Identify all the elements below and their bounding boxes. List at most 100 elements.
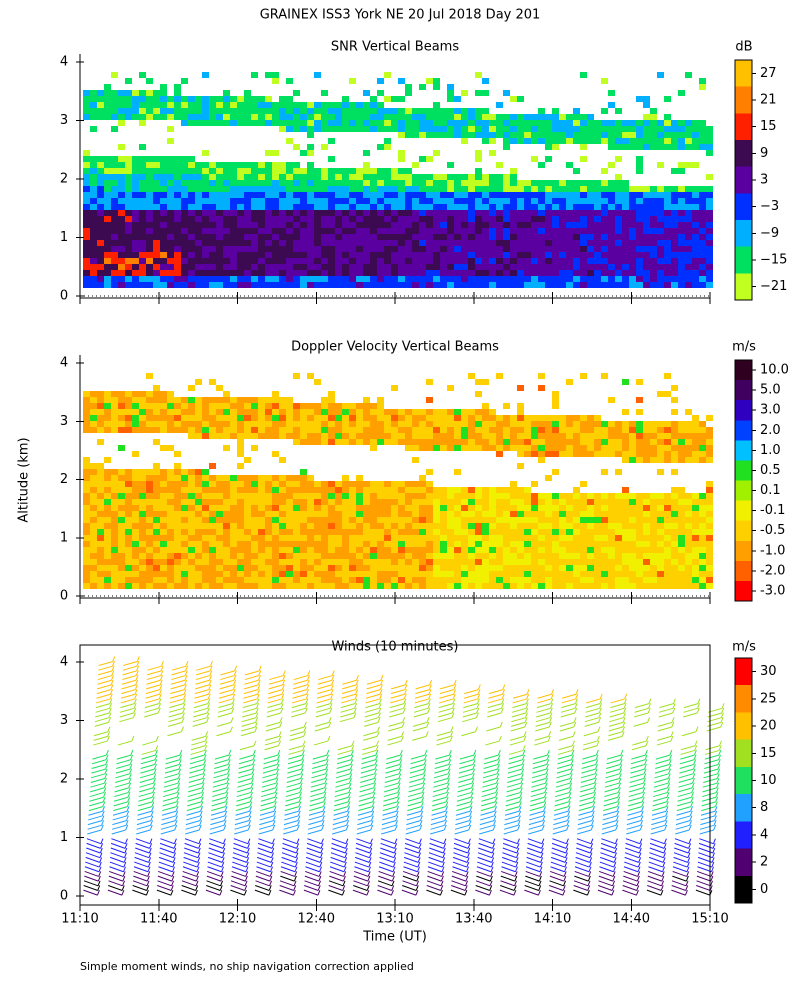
field-cell — [146, 571, 153, 577]
field-cell — [405, 481, 412, 487]
field-cell — [321, 102, 328, 108]
field-cell — [181, 535, 188, 541]
field-cell — [202, 114, 209, 120]
field-cell — [349, 517, 356, 523]
field-cell — [363, 487, 370, 493]
field-cell — [643, 102, 650, 108]
field-cell — [216, 421, 223, 427]
field-cell — [293, 403, 300, 409]
field-cell — [181, 276, 188, 282]
field-cell — [83, 114, 90, 120]
field-cell — [657, 126, 664, 132]
field-cell — [370, 222, 377, 228]
field-cell — [314, 553, 321, 559]
field-cell — [468, 204, 475, 210]
field-cell — [447, 192, 454, 198]
field-cell — [489, 264, 496, 270]
field-cell — [468, 373, 475, 379]
field-cell — [545, 571, 552, 577]
field-cell — [328, 234, 335, 240]
field-cell — [384, 96, 391, 102]
field-cell — [573, 577, 580, 583]
field-cell — [195, 559, 202, 565]
field-cell — [671, 132, 678, 138]
field-cell — [440, 114, 447, 120]
field-cell — [636, 577, 643, 583]
field-cell — [524, 565, 531, 571]
field-cell — [643, 547, 650, 553]
field-cell — [692, 541, 699, 547]
field-cell — [538, 210, 545, 216]
field-cell — [629, 282, 636, 288]
field-cell — [286, 210, 293, 216]
field-cell — [314, 270, 321, 276]
field-cell — [601, 180, 608, 186]
field-cell — [580, 415, 587, 421]
field-cell — [258, 96, 265, 102]
field-cell — [531, 120, 538, 126]
field-cell — [174, 505, 181, 511]
field-cell — [349, 102, 356, 108]
field-cell — [293, 493, 300, 499]
field-cell — [139, 186, 146, 192]
field-cell — [566, 577, 573, 583]
field-cell — [622, 565, 629, 571]
field-cell — [496, 180, 503, 186]
field-cell — [384, 240, 391, 246]
field-cell — [209, 475, 216, 481]
field-cell — [342, 433, 349, 439]
field-cell — [475, 535, 482, 541]
field-cell — [377, 216, 384, 222]
field-cell — [398, 120, 405, 126]
doppler-field — [83, 373, 713, 589]
field-cell — [510, 270, 517, 276]
wind-barb — [108, 875, 124, 882]
field-cell — [251, 198, 258, 204]
field-cell — [419, 505, 426, 511]
wind-barb-tick — [134, 689, 138, 695]
field-cell — [188, 192, 195, 198]
field-cell — [125, 523, 132, 529]
field-cell — [398, 174, 405, 180]
field-cell — [426, 78, 433, 84]
field-cell — [111, 126, 118, 132]
wind-barb-tick — [102, 801, 106, 807]
field-cell — [706, 427, 713, 433]
field-cell — [265, 427, 272, 433]
field-cell — [216, 397, 223, 403]
field-cell — [209, 114, 216, 120]
field-cell — [356, 481, 363, 487]
field-cell — [244, 529, 251, 535]
field-cell — [545, 541, 552, 547]
field-cell — [300, 270, 307, 276]
field-cell — [321, 433, 328, 439]
field-cell — [83, 276, 90, 282]
field-cell — [412, 481, 419, 487]
field-cell — [167, 264, 174, 270]
field-cell — [153, 252, 160, 258]
field-cell — [468, 517, 475, 523]
field-cell — [97, 192, 104, 198]
field-cell — [468, 523, 475, 529]
field-cell — [650, 114, 657, 120]
field-cell — [699, 138, 706, 144]
field-cell — [167, 114, 174, 120]
field-cell — [461, 517, 468, 523]
field-cell — [629, 553, 636, 559]
field-cell — [706, 246, 713, 252]
field-cell — [258, 102, 265, 108]
field-cell — [573, 499, 580, 505]
field-cell — [601, 541, 608, 547]
field-cell — [321, 541, 328, 547]
field-cell — [160, 577, 167, 583]
field-cell — [650, 439, 657, 445]
field-cell — [314, 186, 321, 192]
field-cell — [601, 282, 608, 288]
field-cell — [328, 156, 335, 162]
field-cell — [356, 547, 363, 553]
wind-barb-tick — [158, 693, 162, 700]
field-cell — [552, 565, 559, 571]
field-cell — [573, 505, 580, 511]
field-cell — [419, 276, 426, 282]
field-cell — [356, 216, 363, 222]
